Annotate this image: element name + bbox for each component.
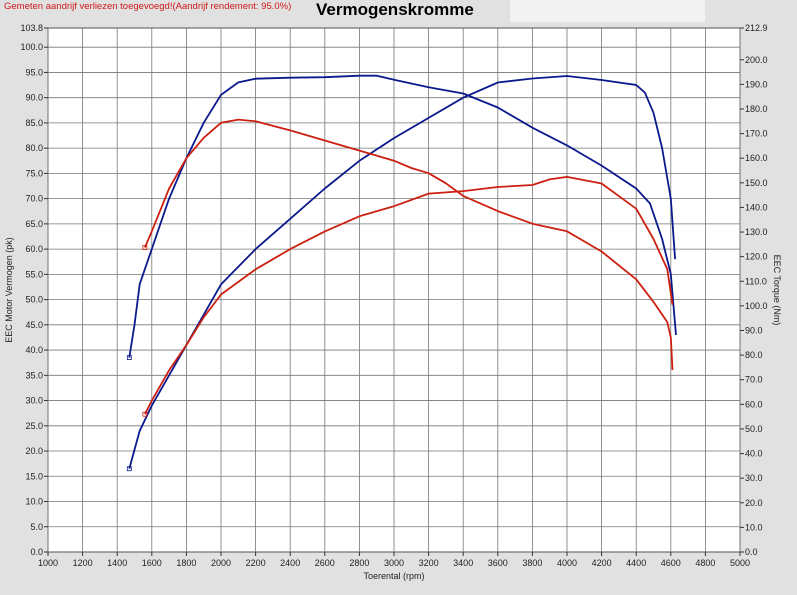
y-tick-label: 20.0 [25, 446, 43, 456]
y2-tick-label: 100.0 [745, 301, 768, 311]
y2-tick-label: 50.0 [745, 424, 763, 434]
x-tick-label: 2200 [246, 558, 266, 568]
y-axis-label: EEC Motor Vermogen (pk) [4, 237, 14, 343]
blank-area [510, 0, 705, 22]
y2-tick-label: 180.0 [745, 104, 768, 114]
series-line [128, 74, 677, 358]
y-tick-label: 75.0 [25, 168, 43, 178]
x-axis-label: Toerental (rpm) [363, 571, 424, 581]
x-tick-label: 1200 [73, 558, 93, 568]
y2-tick-label: 30.0 [745, 473, 763, 483]
y2-tick-label: 190.0 [745, 79, 768, 89]
y2-tick-label: 90.0 [745, 325, 763, 335]
y2-axis-label: EEC Torque (Nm) [772, 255, 782, 326]
y-tick-label: 70.0 [25, 194, 43, 204]
x-tick-label: 1600 [142, 558, 162, 568]
y2-tick-label: 0.0 [745, 547, 758, 557]
y2-tick-label: 150.0 [745, 178, 768, 188]
y2-tick-label: 40.0 [745, 449, 763, 459]
series-line [144, 118, 674, 371]
y-tick-label: 10.0 [25, 497, 43, 507]
y-tick-label: 55.0 [25, 269, 43, 279]
y2-tick-label: 110.0 [745, 276, 767, 286]
y-tick-label: 0.0 [30, 547, 43, 557]
y2-tick-label: 80.0 [745, 350, 763, 360]
y-tick-label: 30.0 [25, 396, 43, 406]
x-tick-label: 1400 [107, 558, 127, 568]
x-tick-label: 5000 [730, 558, 750, 568]
x-tick-label: 1000 [38, 558, 58, 568]
data-point-marker [126, 355, 132, 360]
y2-tick-label: 212.9 [745, 23, 768, 33]
y-tick-label: 40.0 [25, 345, 43, 355]
x-tick-label: 3400 [453, 558, 473, 568]
y-tick-label: 35.0 [25, 370, 43, 380]
x-tick-label: 3200 [419, 558, 439, 568]
data-point-marker [142, 411, 148, 417]
y2-tick-label: 130.0 [745, 227, 768, 237]
y-tick-label: 65.0 [25, 219, 43, 229]
drivetrain-loss-note: Gemeten aandrijf verliezen toegevoegd!(A… [4, 1, 292, 12]
y-tick-label: 45.0 [25, 320, 43, 330]
data-point-marker [126, 466, 132, 472]
y-tick-label: 100.0 [20, 42, 43, 52]
x-tick-label: 4200 [592, 558, 612, 568]
y2-tick-label: 120.0 [745, 252, 768, 262]
y2-tick-label: 70.0 [745, 375, 763, 385]
y-tick-label: 60.0 [25, 244, 43, 254]
y-tick-label: 50.0 [25, 295, 43, 305]
chart-title: Vermogenskromme [316, 0, 474, 19]
y2-tick-label: 10.0 [745, 522, 763, 532]
y2-tick-label: 170.0 [745, 129, 768, 139]
y-tick-label: 90.0 [25, 93, 43, 103]
x-tick-label: 2800 [349, 558, 369, 568]
x-tick-label: 4800 [695, 558, 715, 568]
y-tick-label: 103.8 [20, 23, 43, 33]
y-tick-label: 5.0 [30, 522, 43, 532]
x-tick-label: 4400 [626, 558, 646, 568]
data-point-marker [142, 245, 148, 250]
x-tick-label: 3600 [488, 558, 508, 568]
y2-tick-label: 20.0 [745, 498, 763, 508]
x-tick-label: 3000 [384, 558, 404, 568]
y2-tick-label: 60.0 [745, 399, 763, 409]
x-tick-label: 4600 [661, 558, 681, 568]
series-line [144, 175, 674, 415]
y-tick-label: 85.0 [25, 118, 43, 128]
y-tick-label: 95.0 [25, 67, 43, 77]
x-tick-label: 4000 [557, 558, 577, 568]
y2-tick-label: 200.0 [745, 55, 768, 65]
y-tick-label: 80.0 [25, 143, 43, 153]
x-tick-label: 2400 [280, 558, 300, 568]
x-tick-label: 3800 [522, 558, 542, 568]
x-tick-label: 2000 [211, 558, 231, 568]
y2-tick-label: 160.0 [745, 153, 768, 163]
y2-tick-label: 140.0 [745, 202, 768, 212]
y-tick-label: 15.0 [25, 471, 43, 481]
x-tick-label: 2600 [315, 558, 335, 568]
x-tick-label: 1800 [176, 558, 196, 568]
y-tick-label: 25.0 [25, 421, 43, 431]
